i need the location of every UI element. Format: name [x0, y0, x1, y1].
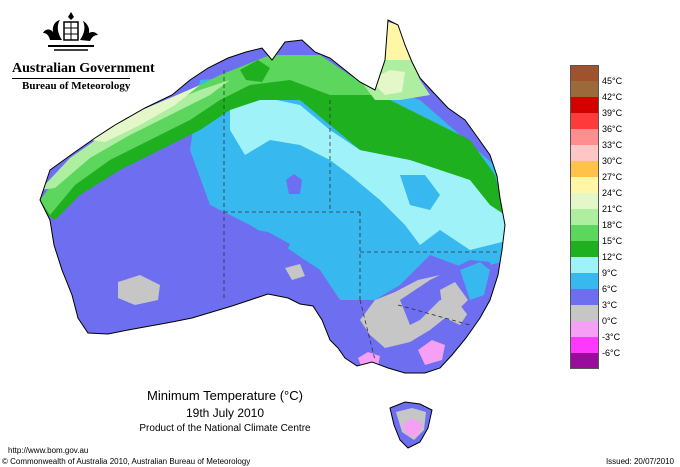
temperature-legend: 45°C 42°C 39°C 36°C 33°C 30°C 27°C 24°C 21°C 18°C…: [570, 65, 626, 369]
mainland-outline: [39, 19, 506, 374]
legend-swatch: [570, 145, 599, 161]
state-borders: [223, 70, 500, 361]
legend-row: 12°C: [570, 241, 626, 262]
legend-row: 15°C: [570, 225, 626, 246]
legend-label: 36°C: [602, 124, 623, 134]
legend-swatch: [570, 209, 599, 225]
legend-label: 21°C: [602, 204, 623, 214]
legend-label: -3°C: [602, 332, 621, 342]
legend-label: 39°C: [602, 108, 623, 118]
legend-row: -6°C: [570, 337, 626, 358]
legend-swatch: [570, 257, 599, 273]
legend-row: 21°C: [570, 193, 626, 214]
legend-swatch: [570, 97, 599, 113]
legend-row: 27°C: [570, 161, 626, 182]
legend-row: 24°C: [570, 177, 626, 198]
legend-swatch: [570, 305, 599, 321]
tasmania: [389, 401, 433, 449]
legend-swatch: [570, 273, 599, 289]
legend-swatch: [570, 161, 599, 177]
coat-of-arms-icon: [43, 12, 98, 51]
legend-row: 3°C: [570, 289, 626, 310]
legend-swatch: [570, 81, 599, 97]
legend-swatch: [570, 337, 599, 353]
legend-swatch: [570, 113, 599, 129]
legend-row: 9°C: [570, 257, 626, 278]
legend-row: 42°C: [570, 81, 626, 102]
legend-row: 36°C: [570, 113, 626, 134]
government-name: Australian Government: [12, 61, 155, 76]
legend-label: 42°C: [602, 92, 623, 102]
legend-row: 6°C: [570, 273, 626, 294]
legend-row: [570, 353, 626, 369]
legend-label: 30°C: [602, 156, 623, 166]
bureau-name: Bureau of Meteorology: [22, 80, 131, 92]
legend-swatch: [570, 129, 599, 145]
legend-label: 33°C: [602, 140, 623, 150]
legend-row: 0°C: [570, 305, 626, 326]
legend-label: 24°C: [602, 188, 623, 198]
legend-label: 9°C: [602, 268, 618, 278]
legend-row: 18°C: [570, 209, 626, 230]
legend-swatch: [570, 241, 599, 257]
map-title: Minimum Temperature (°C): [147, 388, 303, 403]
legend-swatch: [570, 65, 599, 81]
legend-swatch: [570, 177, 599, 193]
legend-row: 33°C: [570, 129, 626, 150]
map-product: Product of the National Climate Centre: [139, 423, 311, 434]
legend-row: 45°C: [570, 65, 626, 86]
legend-label: 27°C: [602, 172, 623, 182]
legend-label: 6°C: [602, 284, 618, 294]
legend-label: 45°C: [602, 76, 623, 86]
copyright-notice: © Commonwealth of Australia 2010, Austra…: [2, 457, 251, 466]
legend-swatch: [570, 225, 599, 241]
legend-swatch: [570, 321, 599, 337]
legend-swatch: [570, 353, 599, 369]
legend-swatch: [570, 193, 599, 209]
bom-url-link[interactable]: http://www.bom.gov.au: [8, 446, 89, 455]
legend-row: 30°C: [570, 145, 626, 166]
legend-label: 0°C: [602, 316, 618, 326]
legend-label: 12°C: [602, 252, 623, 262]
legend-row: 39°C: [570, 97, 626, 118]
government-logo: Australian Government Bureau of Meteorol…: [0, 0, 155, 100]
issued-date: Issued: 20/07/2010: [605, 457, 674, 466]
logo-divider: [12, 78, 130, 79]
legend-label: 3°C: [602, 300, 618, 310]
legend-swatch: [570, 289, 599, 305]
map-date: 19th July 2010: [185, 406, 265, 420]
legend-label: -6°C: [602, 348, 621, 358]
legend-label: 18°C: [602, 220, 623, 230]
legend-label: 15°C: [602, 236, 623, 246]
legend-row: -3°C: [570, 321, 626, 342]
